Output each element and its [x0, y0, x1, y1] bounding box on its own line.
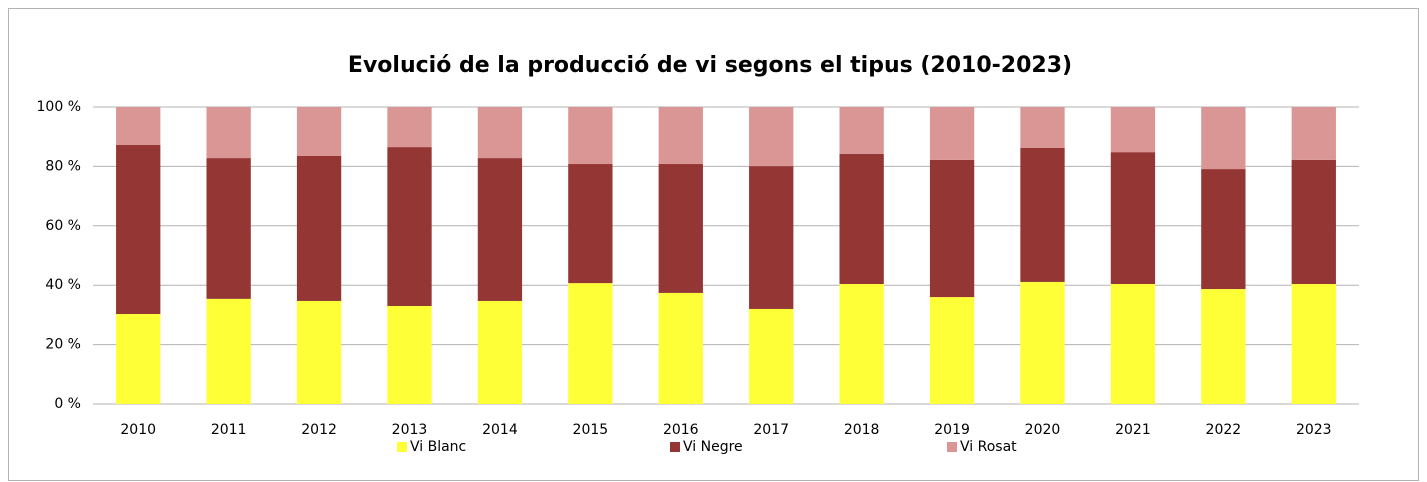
legend-label: Vi Blanc [410, 439, 466, 455]
bar-segment [296, 300, 342, 404]
bar-segment [116, 314, 161, 404]
x-tick-label: 2013 [392, 422, 428, 438]
bar-segment [1291, 159, 1336, 285]
x-tick-label: 2016 [663, 422, 699, 438]
bar-segment [839, 107, 884, 154]
x-tick-label: 2020 [1025, 422, 1061, 438]
bar-segment [658, 107, 703, 165]
bar-segment [477, 107, 523, 159]
x-tick-label: 2018 [844, 422, 880, 438]
bar-segment [387, 147, 432, 306]
bar-segment [1020, 107, 1065, 148]
bar-segment [1201, 289, 1246, 404]
bar-segment [1110, 284, 1156, 404]
legend-label: Vi Negre [683, 439, 743, 455]
bar-segment [206, 107, 251, 159]
bar-segment [929, 107, 975, 160]
bar-segment [116, 145, 161, 315]
bar-segment [839, 153, 884, 285]
legend-label: Vi Rosat [960, 439, 1017, 455]
bar-segment [658, 292, 703, 404]
bar-segment [839, 284, 884, 404]
chart-title: Evolució de la producció de vi segons el… [348, 53, 1072, 78]
bar-segment [749, 166, 794, 309]
bar-segment [1291, 284, 1336, 404]
x-tick-label: 2021 [1115, 422, 1151, 438]
bar-segment [296, 156, 342, 301]
y-tick-label: 20 % [45, 337, 81, 353]
bar-segment [477, 158, 523, 301]
bar-segment [1020, 147, 1065, 282]
bar-segment [658, 164, 703, 293]
legend-swatch [947, 442, 957, 452]
bar-segment [387, 305, 432, 404]
x-tick-label: 2023 [1296, 422, 1332, 438]
x-tick-label: 2022 [1206, 422, 1242, 438]
legend-swatch [397, 442, 407, 452]
bar-segment [929, 159, 975, 298]
y-tick-label: 60 % [45, 218, 81, 234]
bar-segment [387, 107, 432, 148]
x-tick-label: 2017 [753, 422, 789, 438]
x-tick-label: 2012 [301, 422, 337, 438]
bar-segment [929, 297, 975, 404]
bar-segment [568, 107, 613, 165]
bar-segment [206, 298, 251, 404]
bar-segment [568, 164, 613, 284]
bar-segment [206, 158, 251, 299]
x-tick-label: 2010 [120, 422, 156, 438]
bar-segment [749, 308, 794, 404]
bar-segment [568, 283, 613, 404]
x-tick-label: 2019 [934, 422, 970, 438]
x-tick-label: 2014 [482, 422, 518, 438]
bar-segment [1110, 107, 1156, 153]
bar-segment [1020, 281, 1065, 404]
y-tick-label: 100 % [37, 99, 81, 115]
legend-swatch [670, 442, 680, 452]
x-tick-label: 2015 [573, 422, 609, 438]
y-tick-label: 40 % [45, 277, 81, 293]
bar-segment [1201, 107, 1246, 170]
bar-segment [477, 300, 523, 404]
y-tick-label: 0 % [54, 396, 81, 412]
bar-segment [1201, 169, 1246, 290]
bar-segment [296, 107, 342, 157]
bar-segment [1110, 152, 1156, 285]
bar-segment [116, 107, 161, 146]
y-tick-label: 80 % [45, 158, 81, 174]
x-tick-label: 2011 [211, 422, 247, 438]
bar-segment [1291, 107, 1336, 160]
bar-segment [749, 107, 794, 167]
